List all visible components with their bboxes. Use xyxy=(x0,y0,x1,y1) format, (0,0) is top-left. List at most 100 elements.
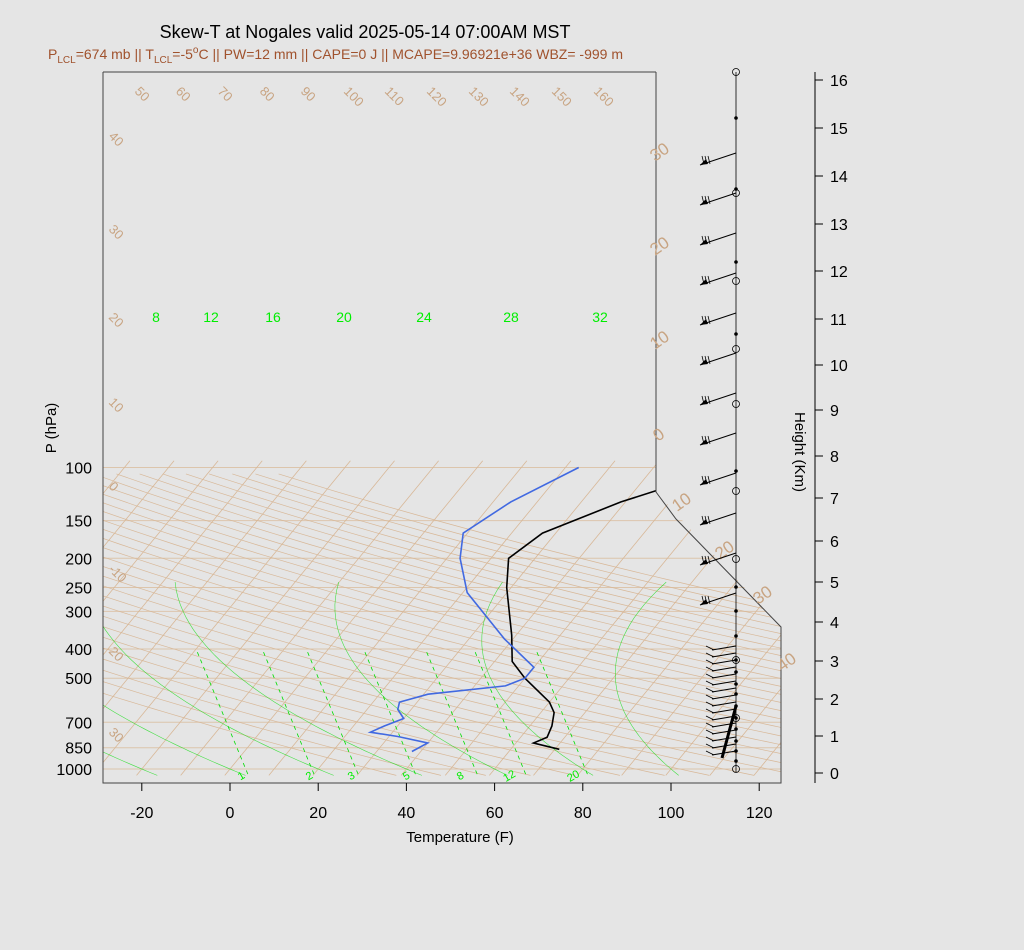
wind-level-dot xyxy=(734,670,738,674)
isotherm-line xyxy=(224,460,484,776)
wind-barb-feather xyxy=(707,595,711,605)
isotherm-line xyxy=(930,461,1024,776)
dry-adiabat-line xyxy=(103,473,710,776)
pressure-tick-label: 500 xyxy=(65,671,92,688)
isotherm-label-left: 0 xyxy=(106,479,122,495)
moist-adiabat-line xyxy=(334,582,508,776)
wind-barb-feather xyxy=(704,235,708,245)
isotherm-label-right: 10 xyxy=(668,489,694,515)
wind-barb-feather xyxy=(704,475,708,485)
isotherm-label-right: 10 xyxy=(646,327,672,353)
wind-barb-feather xyxy=(701,275,705,285)
wind-level-dot xyxy=(734,682,738,686)
wind-barb-feather xyxy=(701,515,705,525)
wind-level-dot xyxy=(734,658,738,662)
wind-barb-feather xyxy=(707,155,711,165)
dry-adiabat-line xyxy=(208,473,781,776)
moist-adiabat-line xyxy=(103,582,334,776)
height-tick-label: 9 xyxy=(830,403,839,420)
mixing-ratio-label-bottom: 2 xyxy=(304,770,315,783)
mixing-ratio-label-bottom: 5 xyxy=(401,770,412,783)
dewpoint-profile xyxy=(367,466,580,753)
pressure-axis-label: P (hPa) xyxy=(43,403,60,454)
pressure-tick-label: 300 xyxy=(65,604,92,621)
isotherm-line xyxy=(886,461,1024,776)
wind-level-dot xyxy=(734,704,738,708)
isotherm-label-top: 120 xyxy=(424,84,450,110)
temperature-tick-label: 40 xyxy=(398,805,416,822)
wind-barb-feather xyxy=(704,195,708,205)
wind-barb-feather xyxy=(701,235,705,245)
height-axis-label: Height (Km) xyxy=(791,412,808,492)
wind-barb-feather xyxy=(701,355,705,365)
isotherm-label-top: 140 xyxy=(507,84,533,110)
mixing-ratio-line xyxy=(473,648,527,775)
dry-adiabat-grid xyxy=(103,473,781,776)
mixing-ratio-label-bottom: 8 xyxy=(455,770,466,783)
isotherm-line xyxy=(180,460,439,776)
wind-barb-shaft xyxy=(711,736,737,742)
isotherm-line xyxy=(312,460,572,776)
mixing-ratio-line xyxy=(425,648,478,775)
wind-barb-feather xyxy=(705,659,715,665)
isotherm-label-right: 0 xyxy=(649,424,668,445)
wind-level-circle xyxy=(732,656,740,664)
isotherm-label-top: 130 xyxy=(466,84,492,110)
isotherm-line xyxy=(103,460,219,776)
dry-adiabat-line xyxy=(103,473,781,776)
wind-barb-feather xyxy=(705,666,715,672)
dry-adiabat-line xyxy=(139,473,781,776)
mixing-ratio-label-top: 32 xyxy=(592,309,608,325)
isotherm-line xyxy=(577,460,781,776)
mixing-ratio-label-top: 28 xyxy=(503,309,519,325)
temperature-tick-label: -20 xyxy=(130,805,153,822)
wind-barb-feather xyxy=(701,195,705,205)
chart-subtitle: PLCL=674 mb || TLCL=-5oC || PW=12 mm || … xyxy=(48,45,623,66)
mixing-ratio-line xyxy=(305,648,359,775)
isotherm-line xyxy=(842,461,1024,776)
height-tick-label: 4 xyxy=(830,615,839,632)
wind-barb-feather xyxy=(705,652,715,658)
wind-barb-feather xyxy=(704,315,708,325)
wind-level-circle xyxy=(732,714,740,722)
dry-adiabat-line xyxy=(185,473,781,776)
wind-barb-feather xyxy=(701,435,705,445)
isotherm-line xyxy=(103,460,351,776)
dry-adiabat-line xyxy=(103,473,781,776)
wind-barb-shaft xyxy=(711,694,737,700)
wind-barb-feather xyxy=(701,155,705,165)
temperature-tick-label: 80 xyxy=(574,805,592,822)
dry-adiabat-line xyxy=(103,473,665,776)
isotherm-line xyxy=(103,460,263,776)
wind-level-dot xyxy=(734,716,738,720)
isotherm-line xyxy=(136,460,395,776)
mixing-ratio-label-bottom: 1 xyxy=(236,770,247,783)
mixing-ratio-label-top: 16 xyxy=(265,309,281,325)
mixing-ratio-label-top: 8 xyxy=(152,309,160,325)
isotherm-line xyxy=(665,460,781,776)
isotherm-label-top: 160 xyxy=(591,84,617,110)
wind-barb-shaft xyxy=(711,687,737,693)
wind-barb-feather xyxy=(704,435,708,445)
height-tick-label: 15 xyxy=(830,121,848,138)
dry-adiabat-line xyxy=(103,473,620,776)
mixing-ratio-line xyxy=(195,648,249,775)
wind-level-dot xyxy=(734,749,738,753)
wind-level-dot xyxy=(734,727,738,731)
height-tick-label: 3 xyxy=(830,654,839,671)
wind-barb-feather xyxy=(701,595,705,605)
wind-barb-shaft xyxy=(711,708,737,714)
wind-level-circle xyxy=(732,277,740,285)
wind-level-circle xyxy=(732,487,740,495)
height-tick-label: 7 xyxy=(830,491,839,508)
wind-barb-feather xyxy=(707,355,711,365)
wind-barb-shaft xyxy=(711,680,737,686)
wind-barb-feather xyxy=(704,275,708,285)
height-tick-label: 5 xyxy=(830,575,839,592)
wind-level-circle xyxy=(732,189,740,197)
mixing-ratio-label-top: 12 xyxy=(203,309,219,325)
isotherm-line xyxy=(103,460,175,776)
pressure-tick-label: 250 xyxy=(65,580,92,597)
pressure-tick-label: 400 xyxy=(65,642,92,659)
isotherm-label-left: 30 xyxy=(106,222,127,243)
